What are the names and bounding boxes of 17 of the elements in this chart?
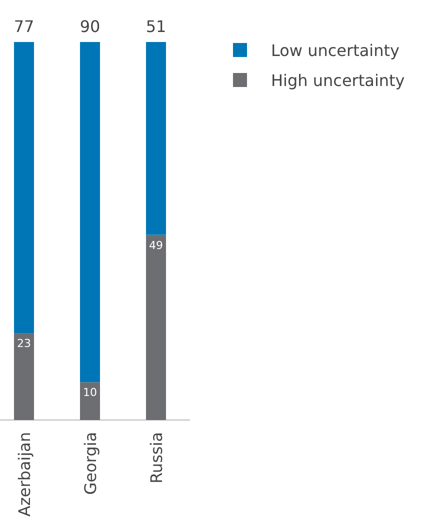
data-label: 77 [14, 17, 34, 36]
data-label: 23 [17, 337, 31, 350]
legend-label: High uncertainty [271, 71, 405, 90]
x-tick-label: Georgia [81, 432, 100, 495]
bar [146, 234, 166, 420]
x-tick-label: Russia [147, 432, 166, 484]
data-label: 49 [149, 238, 163, 252]
legend-label: Low uncertainty [271, 41, 400, 60]
data-label: 51 [146, 17, 166, 36]
data-label: 10 [83, 386, 97, 400]
bar [80, 42, 100, 382]
bar [146, 42, 166, 235]
bar [80, 382, 100, 420]
x-tick-label: Azerbaijan [15, 432, 34, 517]
data-label: 90 [80, 17, 100, 36]
bar [14, 42, 34, 334]
bar [14, 333, 34, 420]
